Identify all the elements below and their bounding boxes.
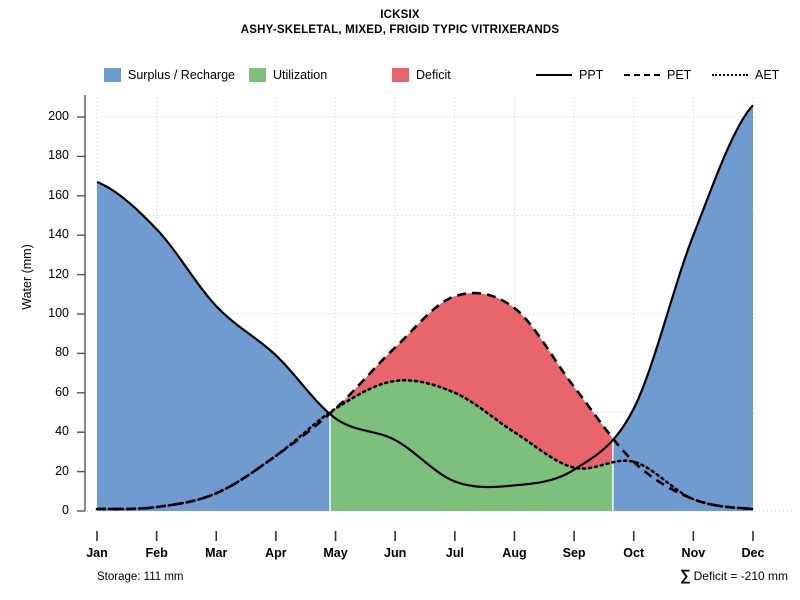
legend-swatch-utilization	[249, 68, 266, 82]
legend-item-deficit: Deficit	[392, 68, 451, 82]
y-axis-tick-label: 200	[48, 109, 69, 123]
x-axis-tick-label-jan: Jan	[86, 546, 108, 560]
y-axis-tick-label: 60	[55, 384, 69, 399]
y-axis-tick-label: 140	[48, 227, 69, 242]
legend-line-aet-icon	[712, 69, 748, 81]
legend-swatch-surplus	[104, 68, 121, 82]
x-axis-tick-label-may: May	[323, 546, 348, 560]
x-axis-tick-label-dec: Dec	[741, 546, 765, 560]
chart-title-line2: ASHY-SKELETAL, MIXED, FRIGID TYPIC VITRI…	[240, 24, 560, 36]
y-axis-tick-label: 120	[48, 266, 69, 281]
x-axis-tick-label-mar: Mar	[205, 546, 228, 560]
y-axis-tick-label: 40	[55, 424, 69, 439]
legend-swatch-deficit	[392, 68, 409, 82]
sigma-icon: ∑	[679, 567, 691, 584]
x-axis-tick-label-sep: Sep	[562, 546, 586, 560]
x-axis-tick-label-jun: Jun	[384, 546, 407, 560]
area-utilization	[330, 380, 613, 511]
legend-label-ppt: PPT	[579, 68, 604, 82]
legend-line-ppt-icon	[536, 69, 572, 81]
x-axis-tick-label-jul: Jul	[445, 546, 464, 560]
chart-legend: Surplus / Recharge Utilization Deficit P…	[0, 66, 800, 88]
deficit-annotation-text: Deficit = -210 mm	[693, 569, 788, 583]
legend-label-surplus: Surplus / Recharge	[128, 68, 236, 82]
line-aet	[95, 379, 755, 511]
area-surplus-recharge	[97, 182, 330, 511]
line-ppt	[96, 104, 754, 489]
legend-item-aet: AET	[712, 68, 779, 82]
y-axis-tick-label: 80	[55, 345, 69, 360]
y-axis-tick-label: 160	[48, 187, 69, 202]
legend-label-deficit: Deficit	[416, 68, 451, 82]
y-axis-tick-label: 20	[55, 463, 69, 478]
y-axis-tick-label: 0	[62, 503, 69, 517]
y-axis-tick-label: 180	[48, 148, 69, 163]
deficit-annotation: ∑ Deficit = -210 mm	[679, 567, 788, 584]
area-surplus-recharge	[613, 105, 753, 512]
x-axis-tick-label-apr: Apr	[265, 546, 287, 560]
legend-item-utilization: Utilization	[249, 68, 327, 82]
legend-item-surplus: Surplus / Recharge	[104, 68, 235, 82]
legend-label-pet: PET	[667, 68, 692, 82]
chart-title: ICKSIX ASHY-SKELETAL, MIXED, FRIGID TYPI…	[0, 8, 800, 38]
legend-label-utilization: Utilization	[273, 68, 328, 82]
x-axis-tick-label-oct: Oct	[623, 546, 645, 560]
x-axis-tick-label-aug: Aug	[502, 546, 527, 560]
x-axis-tick-label-feb: Feb	[145, 546, 168, 560]
y-axis-tick-label: 100	[48, 306, 69, 320]
chart-title-line1: ICKSIX	[380, 9, 420, 21]
legend-line-pet-icon	[624, 69, 660, 81]
legend-label-aet: AET	[755, 68, 780, 82]
area-deficit	[336, 293, 613, 469]
legend-item-pet: PET	[624, 68, 691, 82]
x-axis-tick-label-nov: Nov	[681, 546, 706, 560]
legend-item-ppt: PPT	[536, 68, 603, 82]
storage-annotation: Storage: 111 mm	[97, 571, 184, 583]
